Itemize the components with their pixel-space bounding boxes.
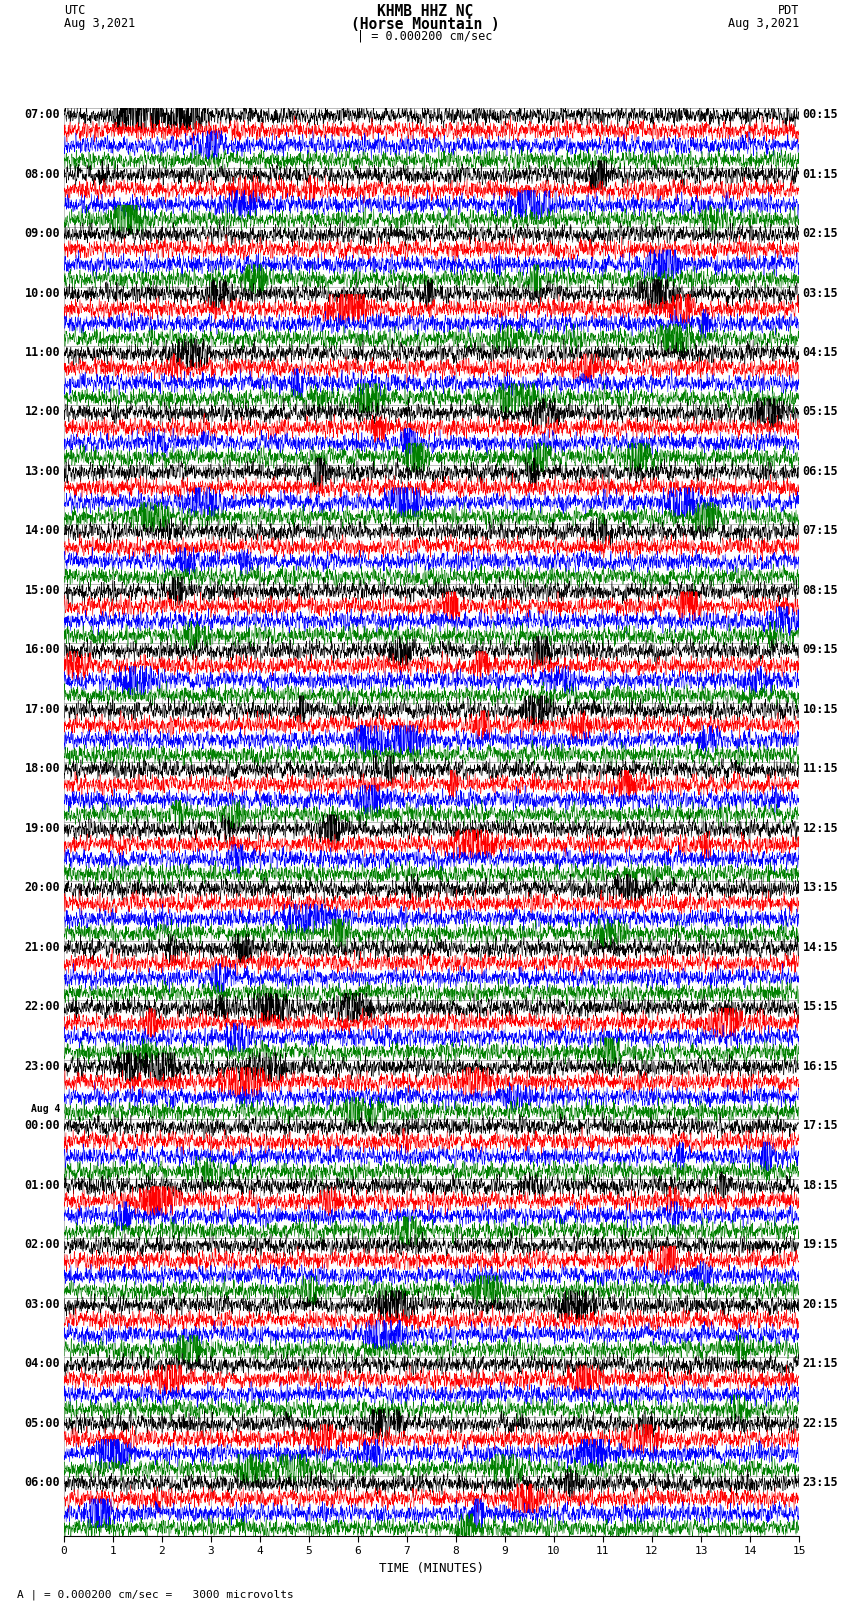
Text: 05:00: 05:00: [25, 1416, 60, 1429]
Text: 10:00: 10:00: [25, 287, 60, 300]
Text: 01:15: 01:15: [802, 168, 838, 181]
Text: 03:15: 03:15: [802, 287, 838, 300]
Text: 14:15: 14:15: [802, 940, 838, 953]
Text: Aug 4: Aug 4: [31, 1103, 60, 1113]
Text: 15:00: 15:00: [25, 584, 60, 597]
Text: 21:15: 21:15: [802, 1357, 838, 1369]
Text: 08:00: 08:00: [25, 168, 60, 181]
Text: 10:15: 10:15: [802, 703, 838, 716]
Text: 22:15: 22:15: [802, 1416, 838, 1429]
Text: 09:00: 09:00: [25, 227, 60, 240]
Text: 18:15: 18:15: [802, 1179, 838, 1192]
Text: 16:15: 16:15: [802, 1060, 838, 1073]
Text: 07:00: 07:00: [25, 108, 60, 121]
Text: 20:00: 20:00: [25, 881, 60, 894]
Text: 14:00: 14:00: [25, 524, 60, 537]
Text: Aug 3,2021: Aug 3,2021: [728, 18, 799, 31]
Text: 13:15: 13:15: [802, 881, 838, 894]
Text: Aug 3,2021: Aug 3,2021: [64, 18, 135, 31]
Text: 18:00: 18:00: [25, 763, 60, 776]
Text: 02:00: 02:00: [25, 1239, 60, 1252]
Text: 15:15: 15:15: [802, 1000, 838, 1013]
Text: 03:00: 03:00: [25, 1297, 60, 1311]
Text: 17:00: 17:00: [25, 703, 60, 716]
Text: 06:00: 06:00: [25, 1476, 60, 1489]
Text: 16:00: 16:00: [25, 644, 60, 656]
Text: 00:15: 00:15: [802, 108, 838, 121]
Text: A | = 0.000200 cm/sec =   3000 microvolts: A | = 0.000200 cm/sec = 3000 microvolts: [17, 1589, 294, 1600]
Text: 13:00: 13:00: [25, 465, 60, 477]
Text: 07:15: 07:15: [802, 524, 838, 537]
Text: 19:00: 19:00: [25, 823, 60, 836]
Text: 00:00: 00:00: [25, 1119, 60, 1132]
Text: 04:00: 04:00: [25, 1357, 60, 1369]
Text: 09:15: 09:15: [802, 644, 838, 656]
Text: 04:15: 04:15: [802, 347, 838, 360]
Text: 17:15: 17:15: [802, 1119, 838, 1132]
Text: 11:00: 11:00: [25, 347, 60, 360]
Text: | = 0.000200 cm/sec: | = 0.000200 cm/sec: [357, 31, 493, 44]
Text: 01:00: 01:00: [25, 1179, 60, 1192]
Text: 23:15: 23:15: [802, 1476, 838, 1489]
Text: 23:00: 23:00: [25, 1060, 60, 1073]
Text: 19:15: 19:15: [802, 1239, 838, 1252]
Text: (Horse Mountain ): (Horse Mountain ): [350, 18, 499, 32]
X-axis label: TIME (MINUTES): TIME (MINUTES): [379, 1561, 484, 1574]
Text: 22:00: 22:00: [25, 1000, 60, 1013]
Text: KHMB HHZ NC: KHMB HHZ NC: [377, 5, 473, 19]
Text: 02:15: 02:15: [802, 227, 838, 240]
Text: UTC: UTC: [64, 5, 85, 18]
Text: 05:15: 05:15: [802, 405, 838, 418]
Text: 12:15: 12:15: [802, 823, 838, 836]
Text: 06:15: 06:15: [802, 465, 838, 477]
Text: 08:15: 08:15: [802, 584, 838, 597]
Text: PDT: PDT: [778, 5, 799, 18]
Text: 20:15: 20:15: [802, 1297, 838, 1311]
Text: 12:00: 12:00: [25, 405, 60, 418]
Text: 21:00: 21:00: [25, 940, 60, 953]
Text: 11:15: 11:15: [802, 763, 838, 776]
